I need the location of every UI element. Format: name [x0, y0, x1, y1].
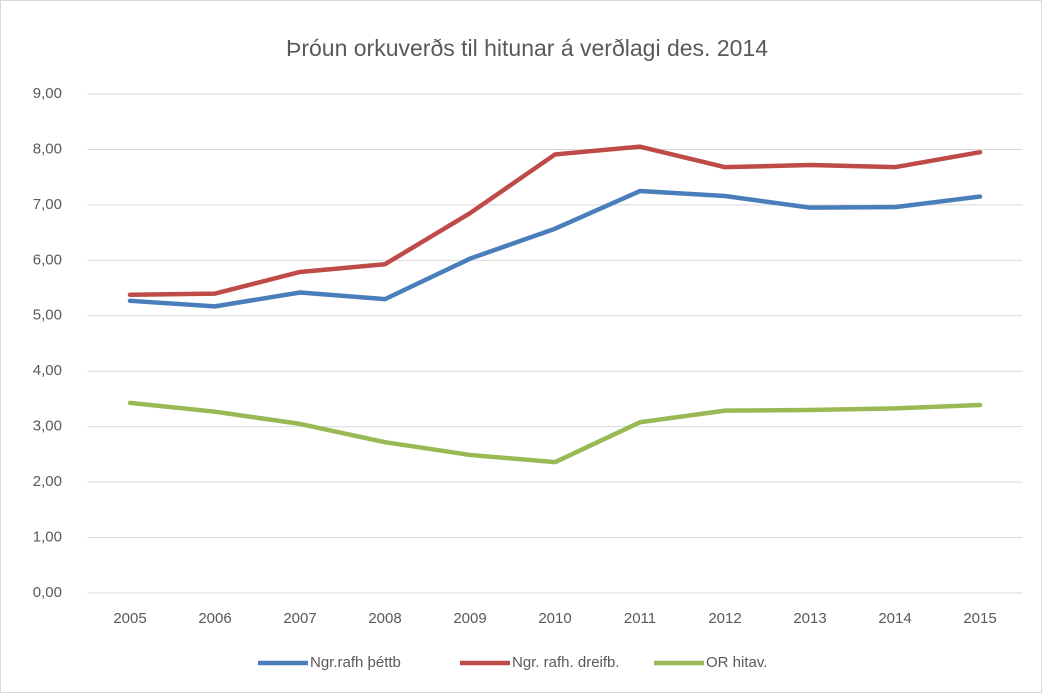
x-tick-label: 2012	[708, 610, 741, 627]
x-tick-label: 2015	[963, 610, 996, 627]
y-tick-label: 9,00	[33, 85, 62, 102]
legend-label: Ngr. rafh. dreifb.	[512, 654, 620, 671]
y-tick-label: 3,00	[33, 418, 62, 435]
y-tick-label: 4,00	[33, 362, 62, 379]
x-tick-label: 2005	[113, 610, 146, 627]
legend-label: OR hitav.	[706, 654, 767, 671]
y-tick-label: 6,00	[33, 251, 62, 268]
y-tick-label: 2,00	[33, 473, 62, 490]
x-tick-label: 2006	[198, 610, 231, 627]
x-tick-label: 2010	[538, 610, 571, 627]
y-tick-label: 1,00	[33, 529, 62, 546]
x-tick-label: 2011	[624, 610, 656, 627]
series-line	[127, 144, 983, 297]
y-tick-label: 7,00	[33, 196, 62, 213]
x-tick-label: 2008	[368, 610, 401, 627]
y-tick-label: 5,00	[33, 307, 62, 324]
y-tick-label: 0,00	[33, 584, 62, 601]
x-tick-label: 2007	[283, 610, 316, 627]
x-tick-label: 2014	[878, 610, 911, 627]
chart-title: Þróun orkuverðs til hitunar á verðlagi d…	[286, 35, 768, 61]
x-tick-label: 2009	[453, 610, 486, 627]
series-line	[127, 188, 983, 309]
y-tick-label: 8,00	[33, 140, 62, 157]
x-tick-label: 2013	[793, 610, 826, 627]
series-line	[127, 400, 983, 465]
legend-label: Ngr.rafh þéttb	[310, 654, 401, 671]
